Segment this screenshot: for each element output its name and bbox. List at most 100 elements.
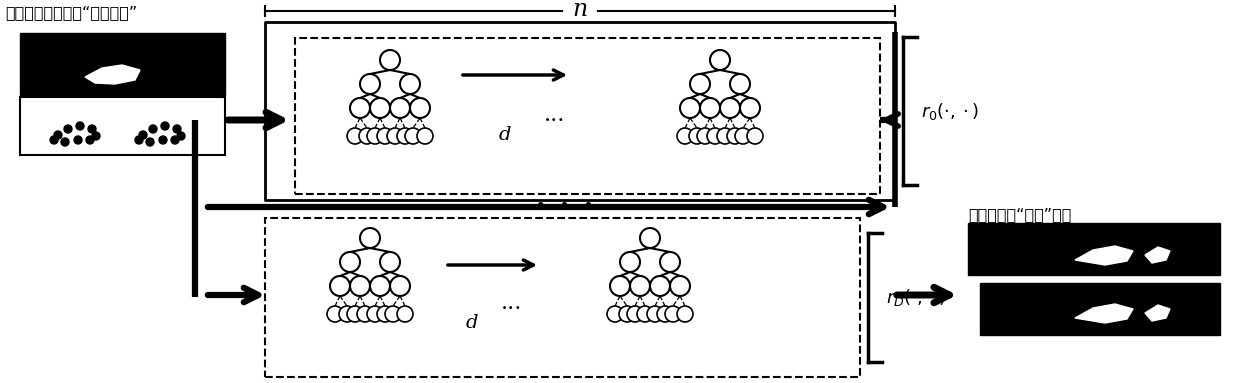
Circle shape <box>86 136 94 144</box>
Circle shape <box>360 74 379 94</box>
Circle shape <box>360 228 379 248</box>
Text: d: d <box>466 314 479 332</box>
Text: d: d <box>498 126 511 144</box>
Circle shape <box>405 128 422 144</box>
Circle shape <box>88 125 95 133</box>
Circle shape <box>740 98 760 118</box>
Circle shape <box>171 136 179 144</box>
Text: n: n <box>573 0 588 21</box>
Circle shape <box>327 306 343 322</box>
Bar <box>265 218 861 377</box>
Circle shape <box>746 128 763 144</box>
Circle shape <box>397 306 413 322</box>
Circle shape <box>417 128 433 144</box>
Text: ...: ... <box>501 292 523 314</box>
Circle shape <box>665 306 681 322</box>
Text: ...: ... <box>544 104 565 126</box>
Circle shape <box>139 131 148 139</box>
Circle shape <box>401 74 420 94</box>
Circle shape <box>650 276 670 296</box>
Text: •  •  •: • • • <box>536 198 594 216</box>
Circle shape <box>339 306 355 322</box>
Polygon shape <box>86 65 140 84</box>
Circle shape <box>707 128 723 144</box>
Circle shape <box>387 128 403 144</box>
Circle shape <box>330 276 350 296</box>
Circle shape <box>627 306 644 322</box>
Circle shape <box>340 252 360 272</box>
Bar <box>20 97 224 155</box>
Text: 输入：图像和对应“初始形状”: 输入：图像和对应“初始形状” <box>5 5 138 20</box>
Circle shape <box>619 306 635 322</box>
Circle shape <box>727 128 743 144</box>
Polygon shape <box>1075 246 1133 265</box>
Circle shape <box>367 306 383 322</box>
Circle shape <box>630 276 650 296</box>
Circle shape <box>146 138 154 146</box>
Bar <box>980 283 1220 335</box>
Circle shape <box>391 98 410 118</box>
Circle shape <box>730 74 750 94</box>
Circle shape <box>149 125 157 133</box>
Circle shape <box>379 252 401 272</box>
Circle shape <box>701 98 720 118</box>
Circle shape <box>92 132 100 140</box>
Circle shape <box>720 98 740 118</box>
Polygon shape <box>1075 304 1133 323</box>
Circle shape <box>74 136 82 144</box>
Circle shape <box>347 306 363 322</box>
Circle shape <box>360 128 374 144</box>
Circle shape <box>61 138 69 146</box>
Circle shape <box>711 50 730 70</box>
Circle shape <box>177 132 185 140</box>
Circle shape <box>161 122 169 130</box>
Circle shape <box>377 306 393 322</box>
Circle shape <box>647 306 663 322</box>
Circle shape <box>610 276 630 296</box>
Circle shape <box>608 306 622 322</box>
Circle shape <box>689 74 711 94</box>
Circle shape <box>391 276 410 296</box>
Circle shape <box>377 128 393 144</box>
Circle shape <box>350 98 370 118</box>
Circle shape <box>677 306 693 322</box>
Circle shape <box>50 136 58 144</box>
Circle shape <box>64 125 72 133</box>
Circle shape <box>159 136 167 144</box>
Circle shape <box>680 98 701 118</box>
Circle shape <box>677 128 693 144</box>
Text: 输出：最终“形状”估计: 输出：最终“形状”估计 <box>968 208 1071 223</box>
Polygon shape <box>1145 247 1171 263</box>
Bar <box>295 38 880 194</box>
Circle shape <box>640 228 660 248</box>
Circle shape <box>135 136 143 144</box>
Circle shape <box>670 276 689 296</box>
Bar <box>968 223 1220 275</box>
Circle shape <box>357 306 373 322</box>
Circle shape <box>397 128 413 144</box>
Circle shape <box>637 306 653 322</box>
Circle shape <box>76 122 84 130</box>
Circle shape <box>717 128 733 144</box>
Circle shape <box>174 125 181 133</box>
Bar <box>265 22 895 200</box>
Circle shape <box>410 98 430 118</box>
Circle shape <box>370 276 391 296</box>
Circle shape <box>384 306 401 322</box>
Circle shape <box>697 128 713 144</box>
Circle shape <box>367 128 383 144</box>
Circle shape <box>55 131 62 139</box>
Circle shape <box>350 276 370 296</box>
Circle shape <box>657 306 673 322</box>
Circle shape <box>689 128 706 144</box>
Circle shape <box>347 128 363 144</box>
Polygon shape <box>1145 305 1171 321</box>
Circle shape <box>660 252 680 272</box>
Text: $r_D(\cdot,\cdot)$: $r_D(\cdot,\cdot)$ <box>887 286 946 308</box>
Circle shape <box>370 98 391 118</box>
Circle shape <box>620 252 640 272</box>
Text: $r_0(\cdot,\cdot)$: $r_0(\cdot,\cdot)$ <box>921 100 980 121</box>
Circle shape <box>735 128 751 144</box>
Bar <box>20 33 224 95</box>
Circle shape <box>379 50 401 70</box>
